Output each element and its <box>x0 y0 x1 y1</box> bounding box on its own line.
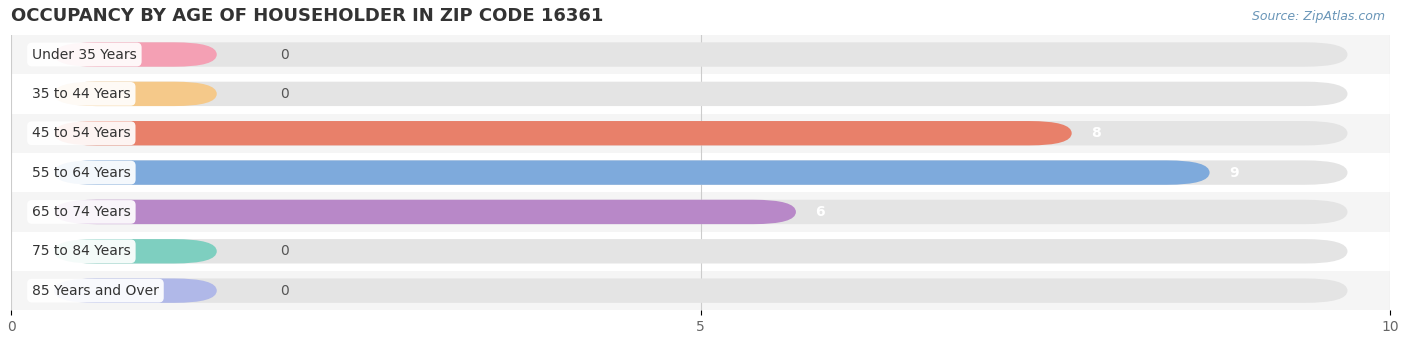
Bar <box>11 35 1391 74</box>
Text: 0: 0 <box>280 284 290 298</box>
Bar <box>11 153 1391 192</box>
FancyBboxPatch shape <box>53 200 1347 224</box>
FancyBboxPatch shape <box>53 160 1209 185</box>
Text: OCCUPANCY BY AGE OF HOUSEHOLDER IN ZIP CODE 16361: OCCUPANCY BY AGE OF HOUSEHOLDER IN ZIP C… <box>11 7 603 25</box>
Text: 65 to 74 Years: 65 to 74 Years <box>32 205 131 219</box>
Bar <box>11 271 1391 310</box>
Text: 55 to 64 Years: 55 to 64 Years <box>32 166 131 180</box>
Text: 9: 9 <box>1229 166 1239 180</box>
Bar <box>11 114 1391 153</box>
FancyBboxPatch shape <box>53 279 1347 303</box>
Text: Source: ZipAtlas.com: Source: ZipAtlas.com <box>1251 10 1385 23</box>
FancyBboxPatch shape <box>53 121 1071 145</box>
Text: 6: 6 <box>815 205 825 219</box>
Bar <box>11 74 1391 114</box>
FancyBboxPatch shape <box>53 81 217 106</box>
FancyBboxPatch shape <box>53 121 1347 145</box>
Text: 85 Years and Over: 85 Years and Over <box>32 284 159 298</box>
Text: Under 35 Years: Under 35 Years <box>32 47 136 61</box>
Text: 8: 8 <box>1091 126 1101 140</box>
FancyBboxPatch shape <box>53 239 1347 264</box>
FancyBboxPatch shape <box>53 42 217 67</box>
FancyBboxPatch shape <box>53 42 1347 67</box>
FancyBboxPatch shape <box>53 279 217 303</box>
Text: 0: 0 <box>280 87 290 101</box>
Bar <box>11 232 1391 271</box>
Text: 35 to 44 Years: 35 to 44 Years <box>32 87 131 101</box>
Text: 45 to 54 Years: 45 to 54 Years <box>32 126 131 140</box>
Bar <box>11 192 1391 232</box>
Text: 0: 0 <box>280 244 290 258</box>
FancyBboxPatch shape <box>53 239 217 264</box>
FancyBboxPatch shape <box>53 200 796 224</box>
FancyBboxPatch shape <box>53 160 1347 185</box>
FancyBboxPatch shape <box>53 81 1347 106</box>
Text: 75 to 84 Years: 75 to 84 Years <box>32 244 131 258</box>
Text: 0: 0 <box>280 47 290 61</box>
